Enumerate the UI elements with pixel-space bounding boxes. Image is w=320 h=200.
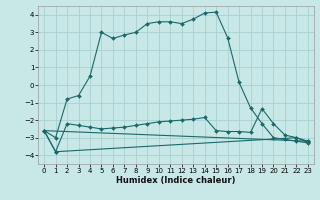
X-axis label: Humidex (Indice chaleur): Humidex (Indice chaleur) [116,176,236,185]
